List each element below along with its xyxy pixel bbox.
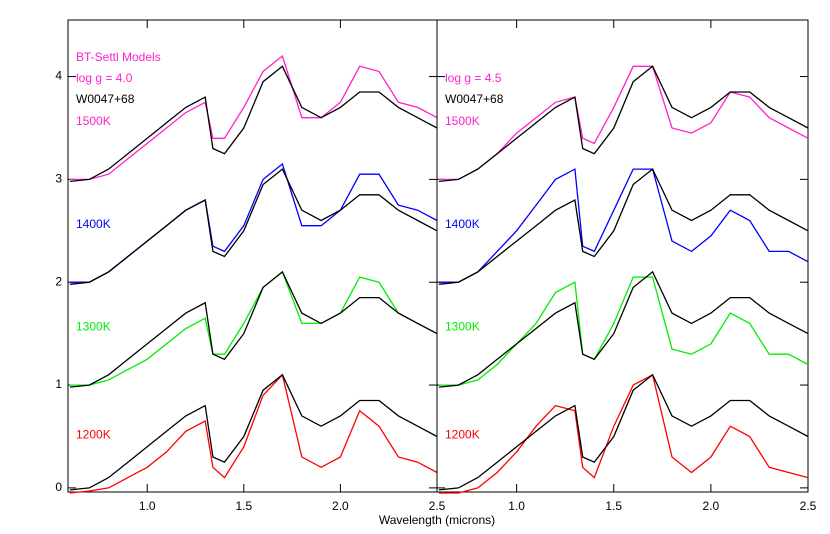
spectrum-line xyxy=(69,65,438,183)
series-label: 1300K xyxy=(445,320,480,334)
x-tick-label: 1.0 xyxy=(508,499,525,513)
annotation: W0047+68 xyxy=(445,92,504,106)
spectrum-line xyxy=(438,65,809,181)
x-tick-label: 2.5 xyxy=(800,499,817,513)
annotation: W0047+68 xyxy=(76,92,135,106)
x-tick-label: 2.5 xyxy=(429,499,446,513)
spectrum-line xyxy=(69,270,438,386)
spectrum-line xyxy=(438,276,809,386)
x-tick-label: 1.5 xyxy=(605,499,622,513)
spectrum-line xyxy=(69,162,438,283)
annotation: log g = 4.5 xyxy=(445,71,502,85)
series-label: 1500K xyxy=(76,114,111,128)
spectrum-line xyxy=(438,373,809,494)
y-tick-label: 1 xyxy=(55,377,62,391)
series-label: 1300K xyxy=(76,320,111,334)
spectrum-line xyxy=(438,168,809,283)
y-tick-label: 0 xyxy=(55,480,62,494)
series-label: 1400K xyxy=(76,217,111,231)
spectrum-line xyxy=(438,168,809,285)
spectrum-line xyxy=(438,373,809,491)
spectrum-line xyxy=(69,168,438,285)
spectrum-line xyxy=(438,270,809,388)
y-tick-label: 4 xyxy=(55,69,62,83)
annotation: BT-Settl Models xyxy=(76,50,161,64)
series-label: 1400K xyxy=(445,217,480,231)
y-tick-label: 3 xyxy=(55,172,62,186)
annotation: log g = 4.0 xyxy=(76,71,133,85)
spectrum-line xyxy=(69,373,438,491)
panel-frame xyxy=(436,19,809,493)
x-tick-label: 1.0 xyxy=(139,499,156,513)
x-axis-label: Wavelength (microns) xyxy=(379,513,495,527)
series-label: 1500K xyxy=(445,114,480,128)
spectrum-line xyxy=(69,54,438,181)
x-tick-label: 1.5 xyxy=(235,499,252,513)
spectrum-line xyxy=(69,373,438,494)
spectrum-line xyxy=(69,270,438,388)
y-tick-label: 2 xyxy=(55,274,62,288)
x-tick-label: 2.0 xyxy=(703,499,720,513)
spectrum-line xyxy=(438,65,809,183)
series-label: 1200K xyxy=(76,428,111,442)
series-label: 1200K xyxy=(445,428,480,442)
x-tick-label: 2.0 xyxy=(332,499,349,513)
